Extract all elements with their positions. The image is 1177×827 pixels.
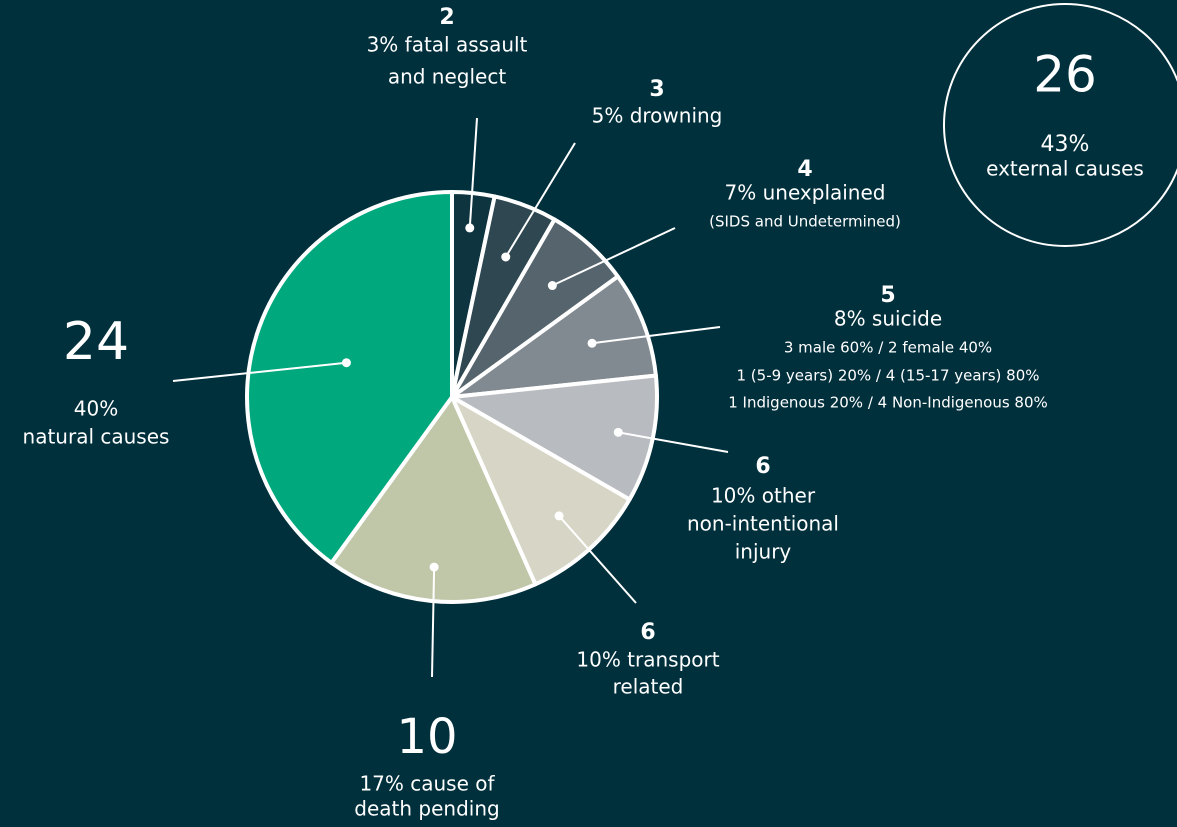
summary-circle <box>943 3 1177 247</box>
slice-label: 10% other <box>711 484 816 508</box>
leader-line <box>172 361 347 382</box>
pie-slice <box>450 274 658 399</box>
count-label: 6 <box>755 454 770 479</box>
leader-dot <box>587 338 597 348</box>
leader-line <box>591 326 721 345</box>
leader-dot <box>554 511 564 521</box>
slice-label: injury <box>735 540 792 564</box>
slice-label: 17% cause of <box>359 772 495 796</box>
count-label: 5 <box>880 283 895 308</box>
slice-label: 5% drowning <box>592 104 723 128</box>
slice-label: natural causes <box>23 425 170 449</box>
leader-line <box>431 567 436 678</box>
slice-label: non-intentional <box>687 512 839 536</box>
slice-label: related <box>613 675 684 699</box>
slice-note: 3 male 60% / 2 female 40% <box>784 339 992 357</box>
summary-count: 26 <box>1033 46 1097 104</box>
leader-line <box>618 431 729 453</box>
count-label: 2 <box>439 5 454 30</box>
leader-line <box>504 142 576 258</box>
slice-label: 10% transport <box>576 648 719 672</box>
leader-dot <box>613 427 623 437</box>
leader-line <box>558 515 637 604</box>
count-label: 10 <box>396 709 457 765</box>
leader-dot <box>465 223 475 233</box>
count-label: 6 <box>640 620 655 645</box>
leader-line <box>468 117 478 228</box>
slice-label: 3% fatal assault <box>367 33 528 57</box>
slices <box>245 190 659 604</box>
count-label: 24 <box>63 312 129 372</box>
slice-label: and neglect <box>388 65 507 89</box>
slice-label: 8% suicide <box>834 307 942 331</box>
slice-note: 1 Indigenous 20% / 4 Non-Indigenous 80% <box>728 394 1048 412</box>
leader-dot <box>341 358 351 368</box>
pie-slice <box>329 395 538 604</box>
slice-note: 1 (5-9 years) 20% / 4 (15-17 years) 80% <box>736 367 1039 385</box>
summary-percent: 43% <box>1041 132 1090 157</box>
leader-line <box>551 227 676 287</box>
slice-note: (SIDS and Undetermined) <box>709 213 901 231</box>
leader-dot <box>547 281 557 291</box>
pie-slice <box>450 373 659 502</box>
slice-label: 7% unexplained <box>725 181 886 205</box>
slice-label: death pending <box>354 797 499 821</box>
pie-slice <box>245 190 454 565</box>
slice-label: 40% <box>74 397 118 421</box>
count-label: 4 <box>797 157 812 182</box>
leader-dot <box>429 562 439 572</box>
leader-dot <box>501 252 511 262</box>
summary-label: external causes <box>986 157 1144 181</box>
count-label: 3 <box>649 77 664 102</box>
